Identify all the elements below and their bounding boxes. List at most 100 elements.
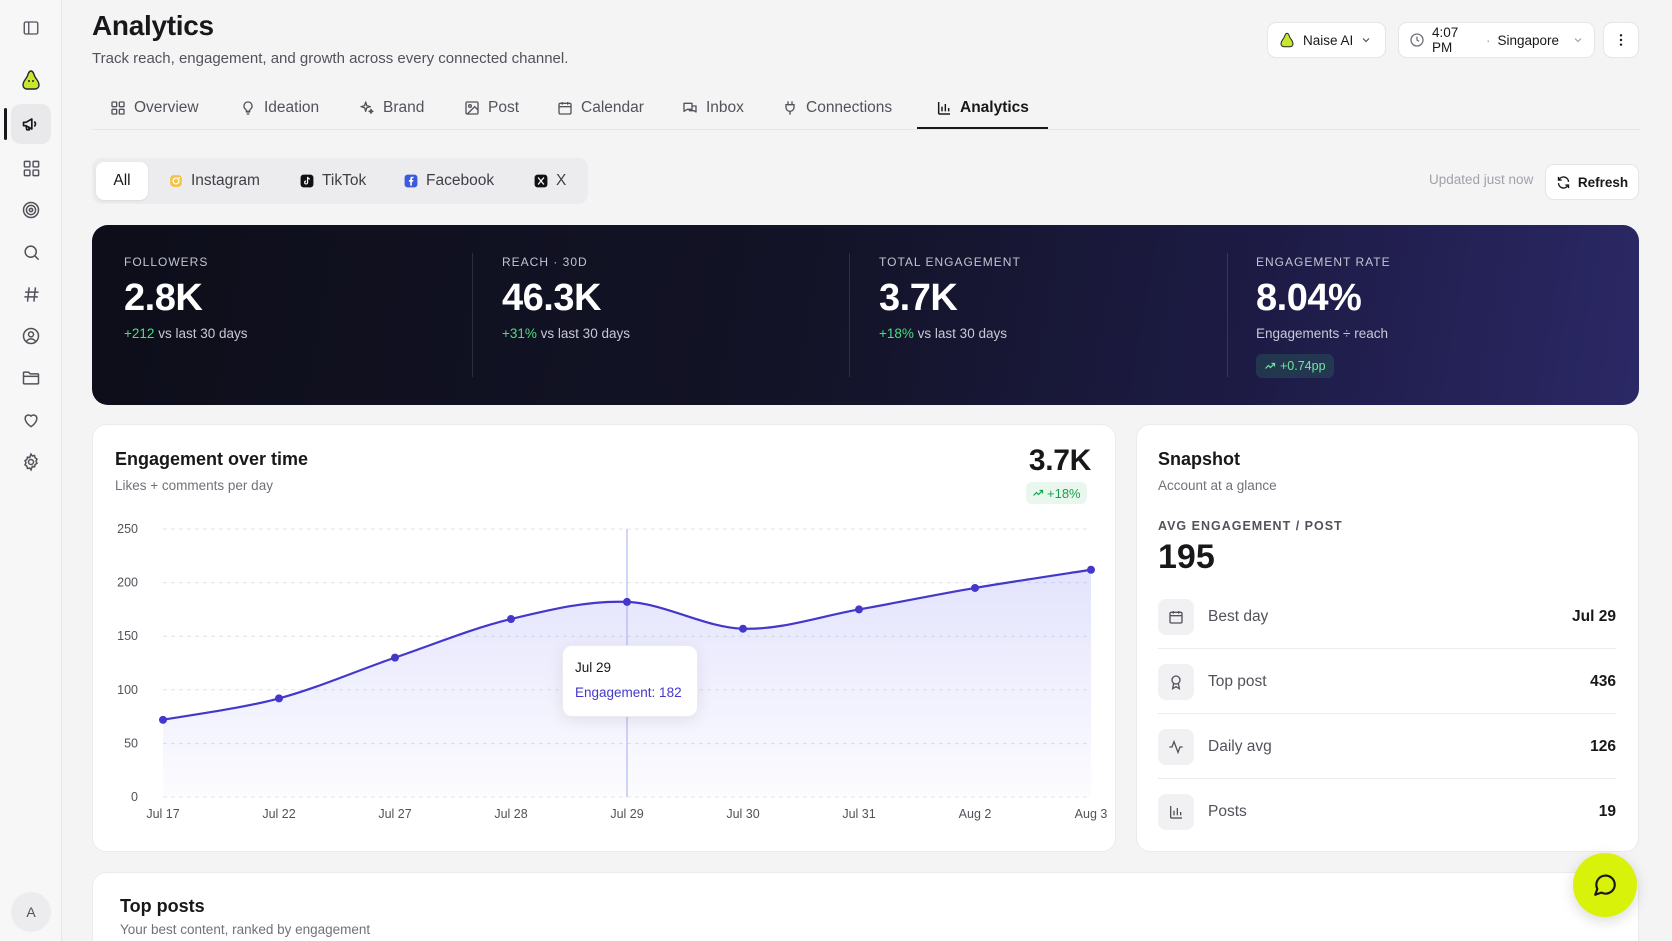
- sidebar-item-favorites[interactable]: [11, 400, 51, 440]
- filter-tiktok[interactable]: TikTok: [288, 162, 378, 200]
- active-tab-underline: [917, 127, 1048, 129]
- trending-up-icon: [1264, 360, 1276, 372]
- chart-x-tick-label: Jul 31: [842, 807, 875, 821]
- section-tabs: Overview Ideation Brand Post Calendar In…: [92, 86, 1640, 130]
- clock-icon: [1409, 32, 1425, 48]
- snapshot-card: [1136, 424, 1639, 852]
- stat-label: TOTAL ENGAGEMENT: [879, 255, 1021, 269]
- sidebar-item-settings[interactable]: [11, 442, 51, 482]
- chart-data-point[interactable]: [855, 605, 863, 614]
- refresh-button[interactable]: Refresh: [1545, 164, 1639, 200]
- snapshot-row-label: Daily avg: [1208, 737, 1272, 755]
- sidebar: A: [0, 0, 62, 941]
- tab-label: Overview: [134, 99, 199, 116]
- toggle-sidebar-button[interactable]: [11, 8, 51, 48]
- pear-logo-icon: [19, 68, 43, 92]
- stat-value: 2.8K: [124, 277, 203, 319]
- tab-ideation[interactable]: Ideation: [240, 86, 319, 130]
- stat-value: 46.3K: [502, 277, 601, 319]
- workspace-selector[interactable]: Naise AI: [1267, 22, 1386, 58]
- stat-note: +212 vs last 30 days: [124, 326, 247, 341]
- grid-icon: [22, 159, 41, 178]
- chart-x-tick-label: Jul 22: [262, 807, 295, 821]
- chart-y-tick-label: 50: [124, 736, 138, 750]
- chart-data-point[interactable]: [1087, 565, 1095, 574]
- chart-title: Engagement over time: [115, 449, 309, 469]
- calendar-icon: [1158, 598, 1194, 635]
- platform-filter: All Instagram TikTok Facebook X: [92, 158, 588, 204]
- chart-data-point[interactable]: [391, 653, 399, 662]
- chart-x-tick-label: Aug 3: [1075, 807, 1108, 821]
- stats-banner: FOLLOWERS 2.8K +212 vs last 30 days REAC…: [92, 225, 1639, 405]
- target-icon: [21, 200, 41, 220]
- chart-data-point[interactable]: [159, 715, 167, 724]
- refresh-icon: [1556, 175, 1571, 190]
- more-options-button[interactable]: [1603, 22, 1639, 58]
- filter-label: Facebook: [426, 172, 495, 189]
- chart-data-point[interactable]: [739, 624, 747, 633]
- tab-inbox[interactable]: Inbox: [682, 86, 744, 130]
- stat-change: +212: [124, 326, 155, 341]
- stat-label: REACH · 30D: [502, 255, 588, 269]
- bar-chart-icon: [936, 100, 952, 116]
- chart-y-axis: 0 50 100 150 200 250: [117, 522, 138, 804]
- sidebar-item-goals[interactable]: [11, 190, 51, 230]
- brand-logo[interactable]: [11, 60, 51, 100]
- filter-x[interactable]: X: [522, 162, 578, 200]
- stat-note-text: vs last 30 days: [540, 326, 630, 341]
- sidebar-item-search[interactable]: [11, 232, 51, 272]
- timezone-selector[interactable]: 4:07 PM · Singapore: [1398, 22, 1595, 58]
- filter-label: X: [556, 172, 567, 189]
- heart-icon: [21, 410, 41, 430]
- filter-instagram[interactable]: Instagram: [157, 162, 272, 200]
- avg-engagement-value: 195: [1158, 538, 1215, 576]
- chart-points: [159, 565, 1095, 724]
- chart-data-point[interactable]: [623, 597, 631, 606]
- stat-divider: [1227, 253, 1228, 377]
- user-circle-icon: [21, 326, 41, 346]
- filter-all[interactable]: All: [96, 162, 148, 200]
- stat-value: 8.04%: [1256, 277, 1362, 319]
- chart-data-point[interactable]: [971, 583, 979, 592]
- tab-label: Connections: [806, 99, 893, 116]
- sidebar-item-campaigns[interactable]: [11, 104, 51, 144]
- chart-x-tick-label: Aug 2: [959, 807, 992, 821]
- filter-facebook[interactable]: Facebook: [392, 162, 506, 200]
- tab-post[interactable]: Post: [464, 86, 519, 130]
- snapshot-title: Snapshot: [1158, 449, 1241, 469]
- tab-overview[interactable]: Overview: [110, 86, 199, 130]
- chat-assistant-button[interactable]: [1573, 853, 1637, 917]
- tooltip-date: Jul 29: [575, 660, 612, 675]
- top-posts-title: Top posts: [120, 896, 205, 916]
- snapshot-row-value: 126: [1590, 737, 1616, 755]
- tab-label: Calendar: [581, 99, 644, 116]
- avatar[interactable]: A: [11, 892, 51, 932]
- tab-brand[interactable]: Brand: [359, 86, 424, 130]
- sidebar-item-dashboard[interactable]: [11, 148, 51, 188]
- sidebar-active-indicator: [4, 108, 7, 140]
- snapshot-row-daily-avg: Daily avg 126: [1158, 715, 1616, 779]
- chart-data-point[interactable]: [507, 615, 515, 624]
- chart-subtitle: Likes + comments per day: [115, 478, 273, 493]
- stat-label: FOLLOWERS: [124, 255, 209, 269]
- engagement-trend-badge: +18%: [1026, 482, 1087, 504]
- sidebar-item-hashtags[interactable]: [11, 274, 51, 314]
- sidebar-item-files[interactable]: [11, 358, 51, 398]
- badge-value: +0.74pp: [1280, 359, 1326, 373]
- snapshot-row-label: Best day: [1208, 607, 1269, 625]
- chart-x-axis: Jul 17 Jul 22 Jul 27 Jul 28 Jul 29 Jul 30 Jul …: [146, 807, 1107, 821]
- tab-connections[interactable]: Connections: [782, 86, 892, 130]
- tab-calendar[interactable]: Calendar: [557, 86, 644, 130]
- tab-analytics[interactable]: Analytics: [936, 86, 1029, 130]
- trend-value: +18%: [1047, 485, 1081, 501]
- stat-note: +31% vs last 30 days: [502, 326, 630, 341]
- chart-y-tick-label: 150: [117, 629, 138, 643]
- stat-note: +18% vs last 30 days: [879, 326, 1007, 341]
- snapshot-row-best-day: Best day Jul 29: [1158, 585, 1616, 649]
- tab-label: Brand: [383, 99, 425, 116]
- tab-label: Post: [488, 99, 520, 116]
- sidebar-item-profile[interactable]: [11, 316, 51, 356]
- chart-data-point[interactable]: [275, 694, 283, 703]
- chart-y-tick-label: 200: [117, 576, 138, 590]
- current-time: 4:07 PM: [1432, 25, 1459, 55]
